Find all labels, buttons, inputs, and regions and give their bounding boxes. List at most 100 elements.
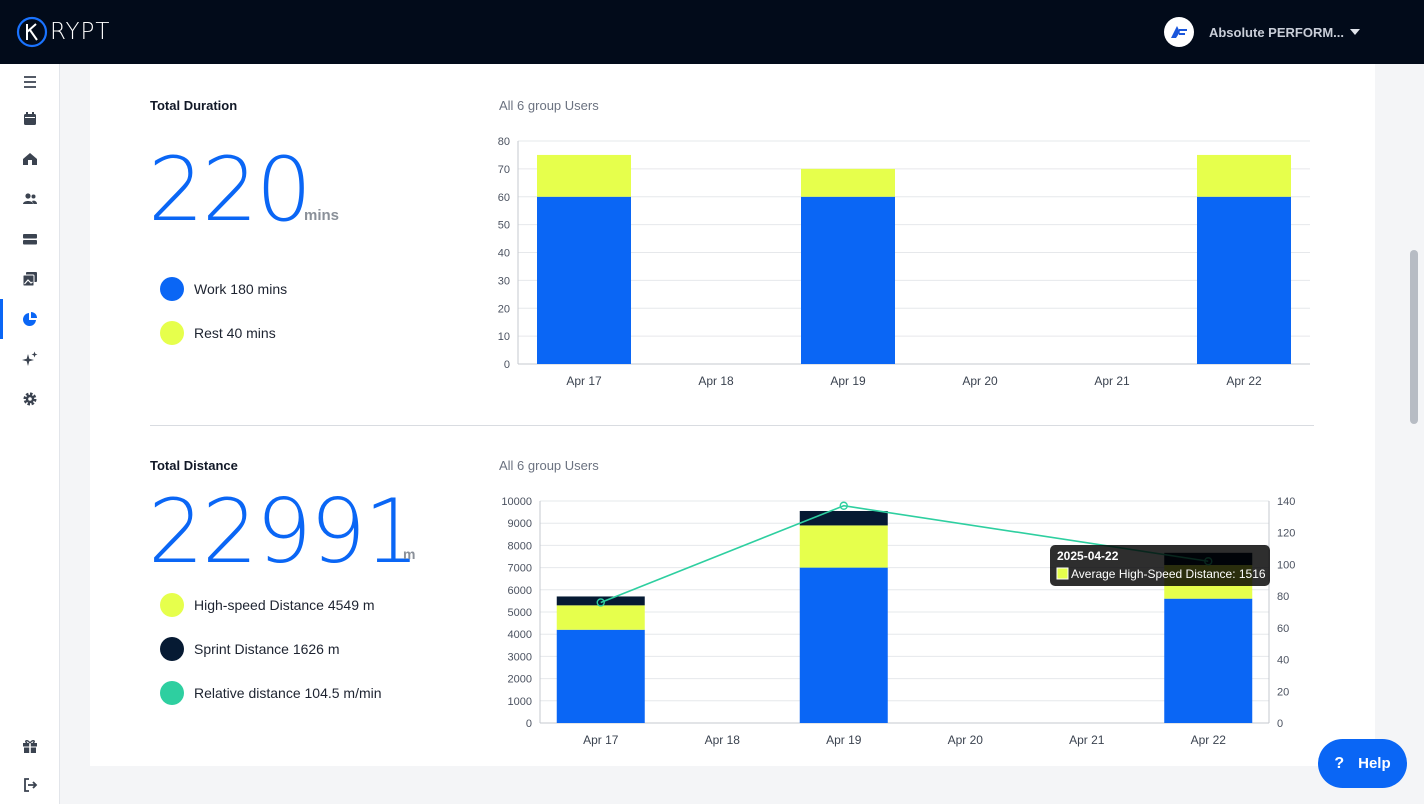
scrollbar-thumb[interactable] [1410,250,1418,424]
org-logo-icon [1170,26,1187,38]
bar-segment [799,567,888,723]
bar-segment [1197,154,1291,197]
sidebar-item-home[interactable] [0,139,60,179]
tooltip-swatch [1056,567,1069,580]
relative-distance-point [596,598,605,607]
sidebar-item-storage[interactable] [0,219,60,259]
help-button[interactable]: ? Help [1318,739,1407,788]
logo-mark-icon [16,16,48,48]
y-tick-label: 0 [526,718,532,730]
logo-text: RYPT [50,19,111,45]
users-icon [23,193,37,204]
x-tick-label: Apr 22 [1191,733,1227,747]
org-switcher[interactable]: Absolute PERFORM... [1163,17,1360,47]
x-tick-label: Apr 17 [583,733,619,747]
legend-item-high-speed: High-speed Distance 4549 m [160,593,375,617]
chart-pie-icon [23,312,37,326]
bar-segment [1164,598,1253,723]
relative-distance-line [600,504,1209,604]
bar-segment [537,154,631,197]
logout-icon [24,778,38,792]
storage-icon [23,234,37,245]
legend-label-rest: Rest 40 mins [194,325,276,341]
sidebar-item-ai[interactable] [0,339,60,379]
sidebar-menu-toggle[interactable] [0,62,60,102]
x-tick-label: Apr 18 [705,733,741,747]
distance-title: Total Distance [150,458,238,473]
legend-dot-relative [160,681,184,705]
y-tick-label: 6000 [508,585,532,597]
y-tick-label: 4000 [508,629,532,641]
x-tick-label: Apr 20 [948,733,984,747]
x-tick-label: Apr 22 [1226,374,1262,388]
sidebar-item-calendar[interactable] [0,99,60,139]
menu-icon [24,76,36,88]
y-tick-label: 2000 [508,674,532,686]
bar-segment [799,525,888,568]
home-icon [23,153,37,165]
distance-group-label: All 6 group Users [499,458,599,473]
brand-logo[interactable]: RYPT [16,16,110,48]
sidebar-item-logout[interactable] [0,765,60,804]
legend-label-relative: Relative distance 104.5 m/min [194,685,382,701]
duration-chart: 0 10 20 30 40 50 60 70 80 Apr 17 Apr 18 Apr 19 Apr 2… [498,136,1310,388]
x-tick-label: Apr 18 [698,374,734,388]
sidebar [0,64,60,804]
y2-tick-label: 100 [1277,559,1295,571]
legend-item-rest: Rest 40 mins [160,321,276,345]
y2-tick-label: 60 [1277,623,1289,635]
y-tick-label: 30 [498,275,510,287]
y2-tick-label: 140 [1277,496,1295,508]
sidebar-item-analytics[interactable] [0,299,60,339]
y-tick-label: 10000 [501,496,532,508]
sidebar-item-gallery[interactable] [0,259,60,299]
sparkle-icon [22,351,38,366]
legend-dot-high-speed [160,593,184,617]
y2-tick-label: 80 [1277,591,1289,603]
bar-segment [1197,196,1291,364]
y-tick-label: 0 [504,359,510,371]
tooltip-box [1050,545,1270,586]
distance-unit: m [403,546,416,562]
legend-item-work: Work 180 mins [160,277,287,301]
help-label: Help [1358,755,1391,772]
bar-segment [556,605,645,630]
legend-item-sprint: Sprint Distance 1626 m [160,637,340,661]
y2-tick-label: 40 [1277,655,1289,667]
sidebar-item-settings[interactable] [0,379,60,419]
y-tick-label: 60 [498,192,510,204]
section-divider [150,425,1314,426]
y-tick-label: 20 [498,303,510,315]
y-tick-label: 8000 [508,540,532,552]
org-name: Absolute PERFORM... [1208,24,1344,40]
legend-label-high-speed: High-speed Distance 4549 m [194,597,375,613]
y-tick-label: 50 [498,220,510,232]
y-tick-label: 5000 [508,607,532,619]
x-tick-label: Apr 19 [826,733,862,747]
y-tick-label: 70 [498,164,510,176]
duration-group-label: All 6 group Users [499,98,599,113]
bar-segment [537,196,631,364]
tooltip-title: 2025-04-22 [1057,549,1119,563]
legend-label-work: Work 180 mins [194,281,288,297]
bar-segment [801,168,895,197]
legend-dot-sprint [160,637,184,661]
legend-item-relative: Relative distance 104.5 m/min [160,681,382,705]
y2-tick-label: 0 [1277,718,1283,730]
y-tick-label: 40 [498,248,510,260]
gear-icon [23,392,37,406]
gift-icon [23,740,37,753]
y-tick-label: 7000 [508,563,532,575]
y-tick-label: 80 [498,136,510,148]
distance-total: 22991 [148,480,420,583]
scrollbar-track[interactable] [1406,64,1424,804]
y-tick-label: 3000 [508,651,532,663]
x-tick-label: Apr 17 [566,374,602,388]
tooltip-label: Average High-Speed Distance: 1516 [1071,567,1266,581]
y2-tick-label: 120 [1277,528,1295,540]
duration-unit: mins [304,207,340,224]
sidebar-item-users[interactable] [0,179,60,219]
sidebar-item-rewards[interactable] [0,726,60,766]
x-tick-label: Apr 21 [1069,733,1105,747]
chevron-down-icon [1350,29,1360,35]
